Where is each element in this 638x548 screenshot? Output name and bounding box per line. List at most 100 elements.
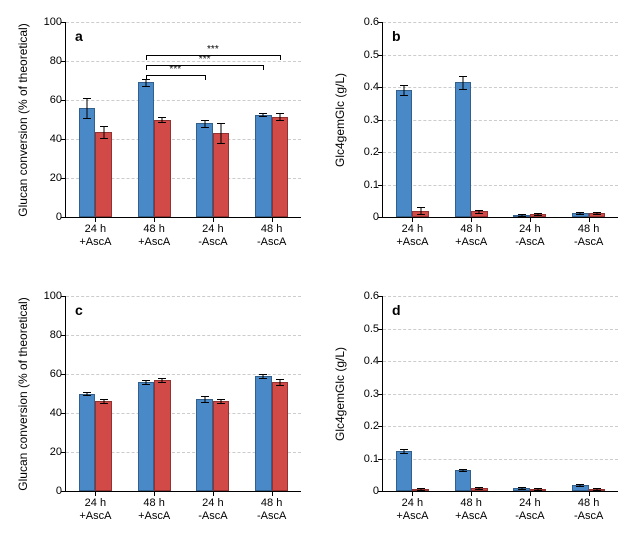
xtick-label: 24 h-AscA	[198, 491, 227, 523]
error-cap	[400, 85, 408, 86]
error-cap	[201, 127, 209, 128]
error-cap	[276, 385, 284, 386]
ytick-label: 100	[44, 290, 66, 302]
ytick-label: 0.6	[364, 16, 383, 28]
error-cap	[576, 484, 584, 485]
bar	[138, 82, 154, 217]
significance-line	[146, 55, 280, 56]
grid-line	[383, 87, 618, 88]
xtick-label: 24 h-AscA	[515, 217, 544, 249]
ytick-label: 20	[50, 172, 66, 184]
bar	[95, 132, 111, 217]
error-cap	[400, 449, 408, 450]
error-cap	[158, 378, 166, 379]
error-cap	[576, 214, 584, 215]
xtick-label: 48 h-AscA	[257, 491, 286, 523]
xtick-label: 48 h+AscA	[138, 217, 170, 249]
xtick-label: 48 h-AscA	[257, 217, 286, 249]
error-cap	[518, 489, 526, 490]
error-cap	[158, 382, 166, 383]
xtick-label: 48 h-AscA	[574, 491, 603, 523]
error-bar	[420, 207, 421, 215]
ytick-label: 0	[373, 211, 383, 223]
error-cap	[142, 384, 150, 385]
ytick-label: 0.3	[364, 114, 383, 126]
error-cap	[83, 118, 91, 119]
grid-line	[383, 185, 618, 186]
error-bar	[204, 120, 205, 128]
error-cap	[100, 399, 108, 400]
error-cap	[459, 471, 467, 472]
panel-d-plot: 00.10.20.30.40.50.624 h+AscA48 h+AscA24 …	[382, 296, 618, 492]
error-cap	[417, 490, 425, 491]
xtick-label: 24 h+AscA	[79, 217, 111, 249]
xtick-label: 24 h+AscA	[396, 217, 428, 249]
bar	[95, 401, 111, 491]
error-cap	[475, 213, 483, 214]
ytick-label: 60	[50, 94, 66, 106]
bar	[455, 470, 471, 491]
error-cap	[100, 138, 108, 139]
error-cap	[593, 212, 601, 213]
error-cap	[534, 490, 542, 491]
xtick-label: 24 h+AscA	[79, 491, 111, 523]
error-bar	[404, 85, 405, 95]
error-cap	[259, 116, 267, 117]
error-cap	[259, 374, 267, 375]
error-cap	[593, 214, 601, 215]
error-cap	[576, 486, 584, 487]
error-cap	[475, 487, 483, 488]
ytick-label: 100	[44, 16, 66, 28]
bar	[213, 133, 229, 217]
significance-tick	[280, 55, 281, 60]
significance-tick	[205, 75, 206, 80]
bar	[138, 382, 154, 491]
grid-line	[383, 394, 618, 395]
grid-line	[66, 61, 301, 62]
significance-line	[146, 65, 264, 66]
error-bar	[462, 76, 463, 89]
error-cap	[217, 403, 225, 404]
error-bar	[221, 123, 222, 143]
error-cap	[417, 214, 425, 215]
error-bar	[87, 98, 88, 118]
ytick-label: 80	[50, 329, 66, 341]
ytick-label: 40	[50, 133, 66, 145]
error-cap	[475, 210, 483, 211]
significance-tick	[146, 55, 147, 60]
grid-line	[66, 22, 301, 23]
panel-a-plot: 02040608010024 h+AscA48 h+AscA24 h-AscA4…	[65, 22, 301, 218]
error-cap	[83, 98, 91, 99]
error-cap	[142, 86, 150, 87]
grid-line	[383, 459, 618, 460]
significance-tick	[146, 75, 147, 80]
bar	[396, 451, 412, 491]
ytick-label: 80	[50, 55, 66, 67]
error-cap	[217, 143, 225, 144]
bar	[272, 382, 288, 491]
xtick-label: 24 h-AscA	[198, 217, 227, 249]
xtick-label: 48 h+AscA	[455, 491, 487, 523]
panel-letter: d	[392, 302, 401, 318]
significance-line	[146, 75, 205, 76]
panel-b-plot: 00.10.20.30.40.50.624 h+AscA48 h+AscA24 …	[382, 22, 618, 218]
ytick-label: 0	[373, 485, 383, 497]
error-cap	[459, 469, 467, 470]
bar	[79, 108, 95, 217]
panel-letter: b	[392, 28, 401, 44]
bar	[154, 380, 170, 491]
ytick-label: 0	[56, 485, 66, 497]
grid-line	[383, 152, 618, 153]
xtick-label: 48 h+AscA	[455, 217, 487, 249]
error-cap	[201, 396, 209, 397]
grid-line	[383, 296, 618, 297]
error-cap	[259, 113, 267, 114]
error-cap	[83, 392, 91, 393]
ytick-label: 0.2	[364, 146, 383, 158]
error-cap	[459, 76, 467, 77]
error-cap	[400, 95, 408, 96]
error-cap	[475, 489, 483, 490]
panel-letter: c	[75, 302, 83, 318]
ytick-label: 0.1	[364, 179, 383, 191]
error-cap	[142, 380, 150, 381]
